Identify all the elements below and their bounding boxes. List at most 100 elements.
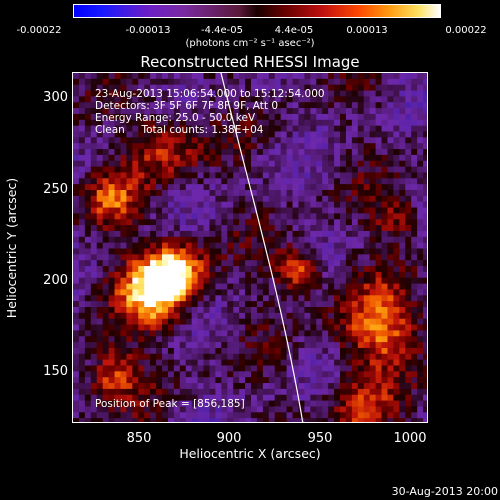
heatmap-cell: [144, 353, 151, 361]
heatmap-cell: [322, 336, 329, 343]
heatmap-cell: [84, 271, 92, 279]
heatmap-cell: [387, 154, 394, 162]
heatmap-cell: [96, 160, 104, 168]
heatmap-cell: [399, 236, 406, 244]
heatmap-cell: [399, 225, 406, 232]
heatmap-cell: [233, 160, 240, 168]
heatmap-cell: [357, 318, 365, 326]
heatmap-cell: [209, 160, 216, 168]
heatmap-cell: [322, 125, 329, 132]
heatmap-cell: [179, 254, 187, 261]
heatmap-cell: [108, 318, 116, 326]
heatmap-cell: [298, 248, 305, 255]
heatmap-cell: [179, 318, 187, 326]
heatmap-cell: [298, 166, 305, 173]
heatmap-cell: [363, 166, 371, 173]
heatmap-cell: [340, 377, 347, 384]
heatmap-cell: [221, 166, 228, 173]
heatmap-cell: [304, 207, 311, 214]
heatmap-cell: [393, 73, 400, 80]
heatmap-cell: [197, 201, 205, 209]
heatmap-cell: [340, 400, 347, 407]
heatmap-cell: [108, 359, 116, 366]
heatmap-cell: [102, 137, 110, 144]
heatmap-cell: [274, 406, 282, 413]
heatmap-cell: [251, 301, 258, 308]
heatmap-cell: [298, 73, 305, 80]
heatmap-cell: [138, 248, 145, 255]
heatmap-cell: [78, 342, 86, 349]
heatmap-cell: [191, 84, 199, 92]
heatmap-cell: [73, 377, 80, 384]
heatmap-cell: [256, 388, 264, 396]
heatmap-cell: [393, 248, 400, 255]
y-tick-label: 150: [43, 364, 68, 379]
heatmap-cell: [126, 113, 133, 121]
heatmap-cell: [334, 242, 341, 249]
heatmap-cell: [126, 184, 133, 191]
heatmap-cell: [191, 295, 199, 302]
heatmap-cell: [162, 113, 169, 121]
heatmap-cell: [399, 406, 406, 413]
heatmap-cell: [322, 248, 329, 255]
heatmap-cell: [411, 318, 418, 326]
heatmap-cell: [292, 406, 299, 413]
heatmap-cell: [209, 166, 216, 173]
heatmap-cell: [203, 347, 210, 355]
heatmap-cell: [417, 359, 424, 366]
heatmap-cell: [102, 190, 110, 197]
heatmap-cell: [239, 96, 246, 103]
heatmap-cell: [144, 113, 151, 121]
heatmap-cell: [351, 266, 359, 273]
colorbar-tick: -4.4e-05: [201, 25, 243, 36]
heatmap-cell: [280, 289, 288, 296]
heatmap-cell: [156, 113, 163, 121]
heatmap-cell: [90, 154, 98, 162]
heatmap-cell: [191, 365, 199, 372]
heatmap-cell: [90, 347, 98, 355]
heatmap-cell: [209, 412, 216, 419]
heatmap-cell: [423, 190, 427, 197]
heatmap-cell: [375, 377, 383, 384]
heatmap-cell: [185, 271, 193, 279]
heatmap-cell: [102, 166, 110, 173]
heatmap-cell: [215, 365, 222, 372]
heatmap-cell: [167, 178, 175, 185]
timestamp: 30-Aug-2013 20:00: [391, 485, 498, 498]
heatmap-cell: [256, 102, 264, 109]
heatmap-cell: [375, 195, 383, 203]
heatmap-cell: [126, 377, 133, 384]
heatmap-cell: [393, 324, 400, 331]
heatmap-cell: [78, 219, 86, 226]
heatmap-cell: [363, 283, 371, 290]
heatmap-cell: [221, 406, 228, 413]
heatmap-cell: [138, 230, 145, 238]
heatmap-cell: [345, 394, 353, 402]
heatmap-cell: [262, 254, 270, 261]
heatmap-cell: [191, 236, 199, 244]
heatmap-cell: [310, 137, 317, 144]
heatmap-cell: [286, 108, 294, 115]
heatmap-cell: [251, 236, 258, 244]
heatmap-cell: [387, 406, 394, 413]
heatmap-cell: [96, 108, 104, 115]
heatmap-cell: [227, 78, 234, 86]
heatmap-cell: [369, 166, 377, 173]
heatmap-cell: [245, 207, 252, 214]
heatmap-cell: [96, 353, 104, 361]
heatmap-cell: [411, 400, 418, 407]
heatmap-cell: [351, 108, 359, 115]
heatmap-cell: [185, 388, 193, 396]
heatmap-cell: [108, 172, 116, 179]
heatmap-cell: [387, 359, 394, 366]
heatmap-cell: [209, 388, 216, 396]
heatmap-cell: [108, 166, 116, 173]
heatmap-cell: [340, 260, 347, 267]
heatmap-cell: [345, 242, 353, 249]
heatmap-cell: [268, 172, 276, 179]
heatmap-cell: [292, 301, 299, 308]
heatmap-cell: [203, 388, 210, 396]
heatmap-cell: [322, 73, 329, 80]
heatmap-cell: [292, 336, 299, 343]
heatmap-cell: [173, 330, 181, 337]
